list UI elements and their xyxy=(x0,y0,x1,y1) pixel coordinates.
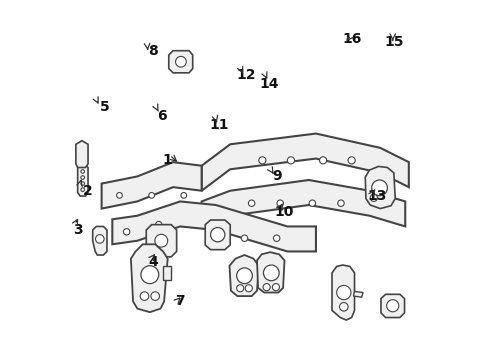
Circle shape xyxy=(336,285,350,300)
Text: 3: 3 xyxy=(73,223,83,237)
Text: 1: 1 xyxy=(163,153,172,167)
Text: 9: 9 xyxy=(271,170,281,184)
Circle shape xyxy=(337,200,344,206)
Text: 6: 6 xyxy=(157,109,167,123)
Circle shape xyxy=(241,235,247,242)
Text: 4: 4 xyxy=(148,255,158,269)
Circle shape xyxy=(369,194,377,202)
Polygon shape xyxy=(163,266,171,280)
Circle shape xyxy=(123,229,130,235)
Circle shape xyxy=(308,200,315,206)
Circle shape xyxy=(210,228,224,242)
Circle shape xyxy=(272,284,279,291)
Polygon shape xyxy=(257,252,284,293)
Circle shape xyxy=(339,302,347,311)
Text: 10: 10 xyxy=(274,205,293,219)
Text: 2: 2 xyxy=(82,184,92,198)
Circle shape xyxy=(263,284,270,291)
Circle shape xyxy=(236,285,244,292)
Polygon shape xyxy=(112,202,315,251)
Text: 14: 14 xyxy=(259,77,278,91)
Polygon shape xyxy=(78,164,88,196)
Circle shape xyxy=(140,292,148,300)
Polygon shape xyxy=(146,225,176,257)
Text: 8: 8 xyxy=(148,44,158,58)
Circle shape xyxy=(276,200,283,206)
Polygon shape xyxy=(76,141,88,167)
Circle shape xyxy=(273,235,279,242)
Text: 16: 16 xyxy=(341,32,361,46)
Polygon shape xyxy=(205,220,230,249)
Polygon shape xyxy=(365,166,394,208)
Polygon shape xyxy=(93,226,107,255)
Polygon shape xyxy=(201,180,405,226)
Polygon shape xyxy=(229,255,258,296)
Circle shape xyxy=(248,200,254,206)
Circle shape xyxy=(258,157,265,164)
Polygon shape xyxy=(102,162,201,208)
Circle shape xyxy=(244,285,252,292)
Circle shape xyxy=(151,292,159,300)
Circle shape xyxy=(287,157,294,164)
Circle shape xyxy=(81,176,84,179)
Polygon shape xyxy=(168,51,192,73)
Circle shape xyxy=(386,300,398,312)
Circle shape xyxy=(371,180,386,196)
Polygon shape xyxy=(331,265,354,320)
Text: 15: 15 xyxy=(384,36,404,49)
Circle shape xyxy=(148,193,154,198)
Circle shape xyxy=(81,188,84,192)
Circle shape xyxy=(236,268,252,284)
Polygon shape xyxy=(353,292,363,297)
Text: 5: 5 xyxy=(100,100,109,114)
Circle shape xyxy=(175,57,186,67)
Polygon shape xyxy=(380,294,404,318)
Circle shape xyxy=(95,235,104,243)
Polygon shape xyxy=(131,244,167,312)
Circle shape xyxy=(116,193,122,198)
Polygon shape xyxy=(201,134,408,191)
Text: 11: 11 xyxy=(209,118,229,132)
Circle shape xyxy=(319,157,326,164)
Text: 13: 13 xyxy=(366,189,386,203)
Circle shape xyxy=(347,157,354,164)
Circle shape xyxy=(155,221,162,228)
Circle shape xyxy=(155,234,167,247)
Text: 7: 7 xyxy=(175,294,184,309)
Circle shape xyxy=(263,265,279,281)
Circle shape xyxy=(81,170,84,173)
Text: 12: 12 xyxy=(236,68,256,82)
Circle shape xyxy=(81,182,84,185)
Circle shape xyxy=(141,266,159,284)
Circle shape xyxy=(181,193,186,198)
